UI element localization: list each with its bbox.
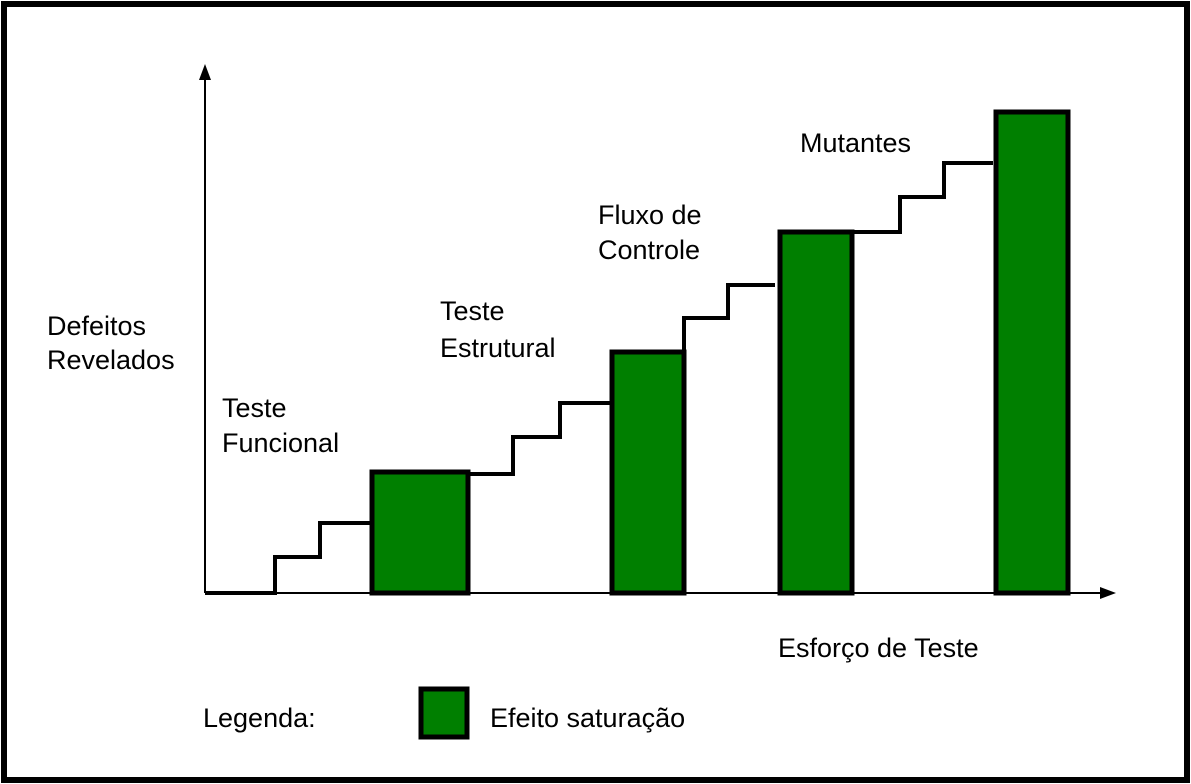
staircase	[468, 401, 612, 476]
staircase	[205, 521, 372, 595]
legend-item: Efeito saturação	[490, 703, 685, 733]
legend-swatch	[418, 686, 470, 740]
staircase	[852, 161, 993, 234]
staircase	[682, 283, 775, 352]
stage-label: Estrutural	[440, 333, 556, 363]
legend-title: Legenda:	[203, 703, 316, 733]
stage-label: Mutantes	[800, 128, 911, 158]
saturation-bar	[369, 469, 471, 596]
saturation-bar	[993, 109, 1071, 596]
x-axis-arrow	[1100, 587, 1116, 599]
x-axis-label: Esforço de Teste	[778, 633, 979, 663]
y-axis-label: Revelados	[47, 345, 175, 375]
stage-label: Teste	[440, 296, 505, 326]
y-axis-label: Defeitos	[47, 311, 146, 341]
saturation-bar	[609, 349, 687, 596]
y-axis-arrow	[199, 64, 211, 80]
stage-label: Controle	[598, 235, 700, 265]
stage-label: Fluxo de	[598, 200, 702, 230]
saturation-bar	[777, 229, 855, 596]
stage-label: Funcional	[222, 428, 339, 458]
stage-label: Teste	[222, 393, 287, 423]
